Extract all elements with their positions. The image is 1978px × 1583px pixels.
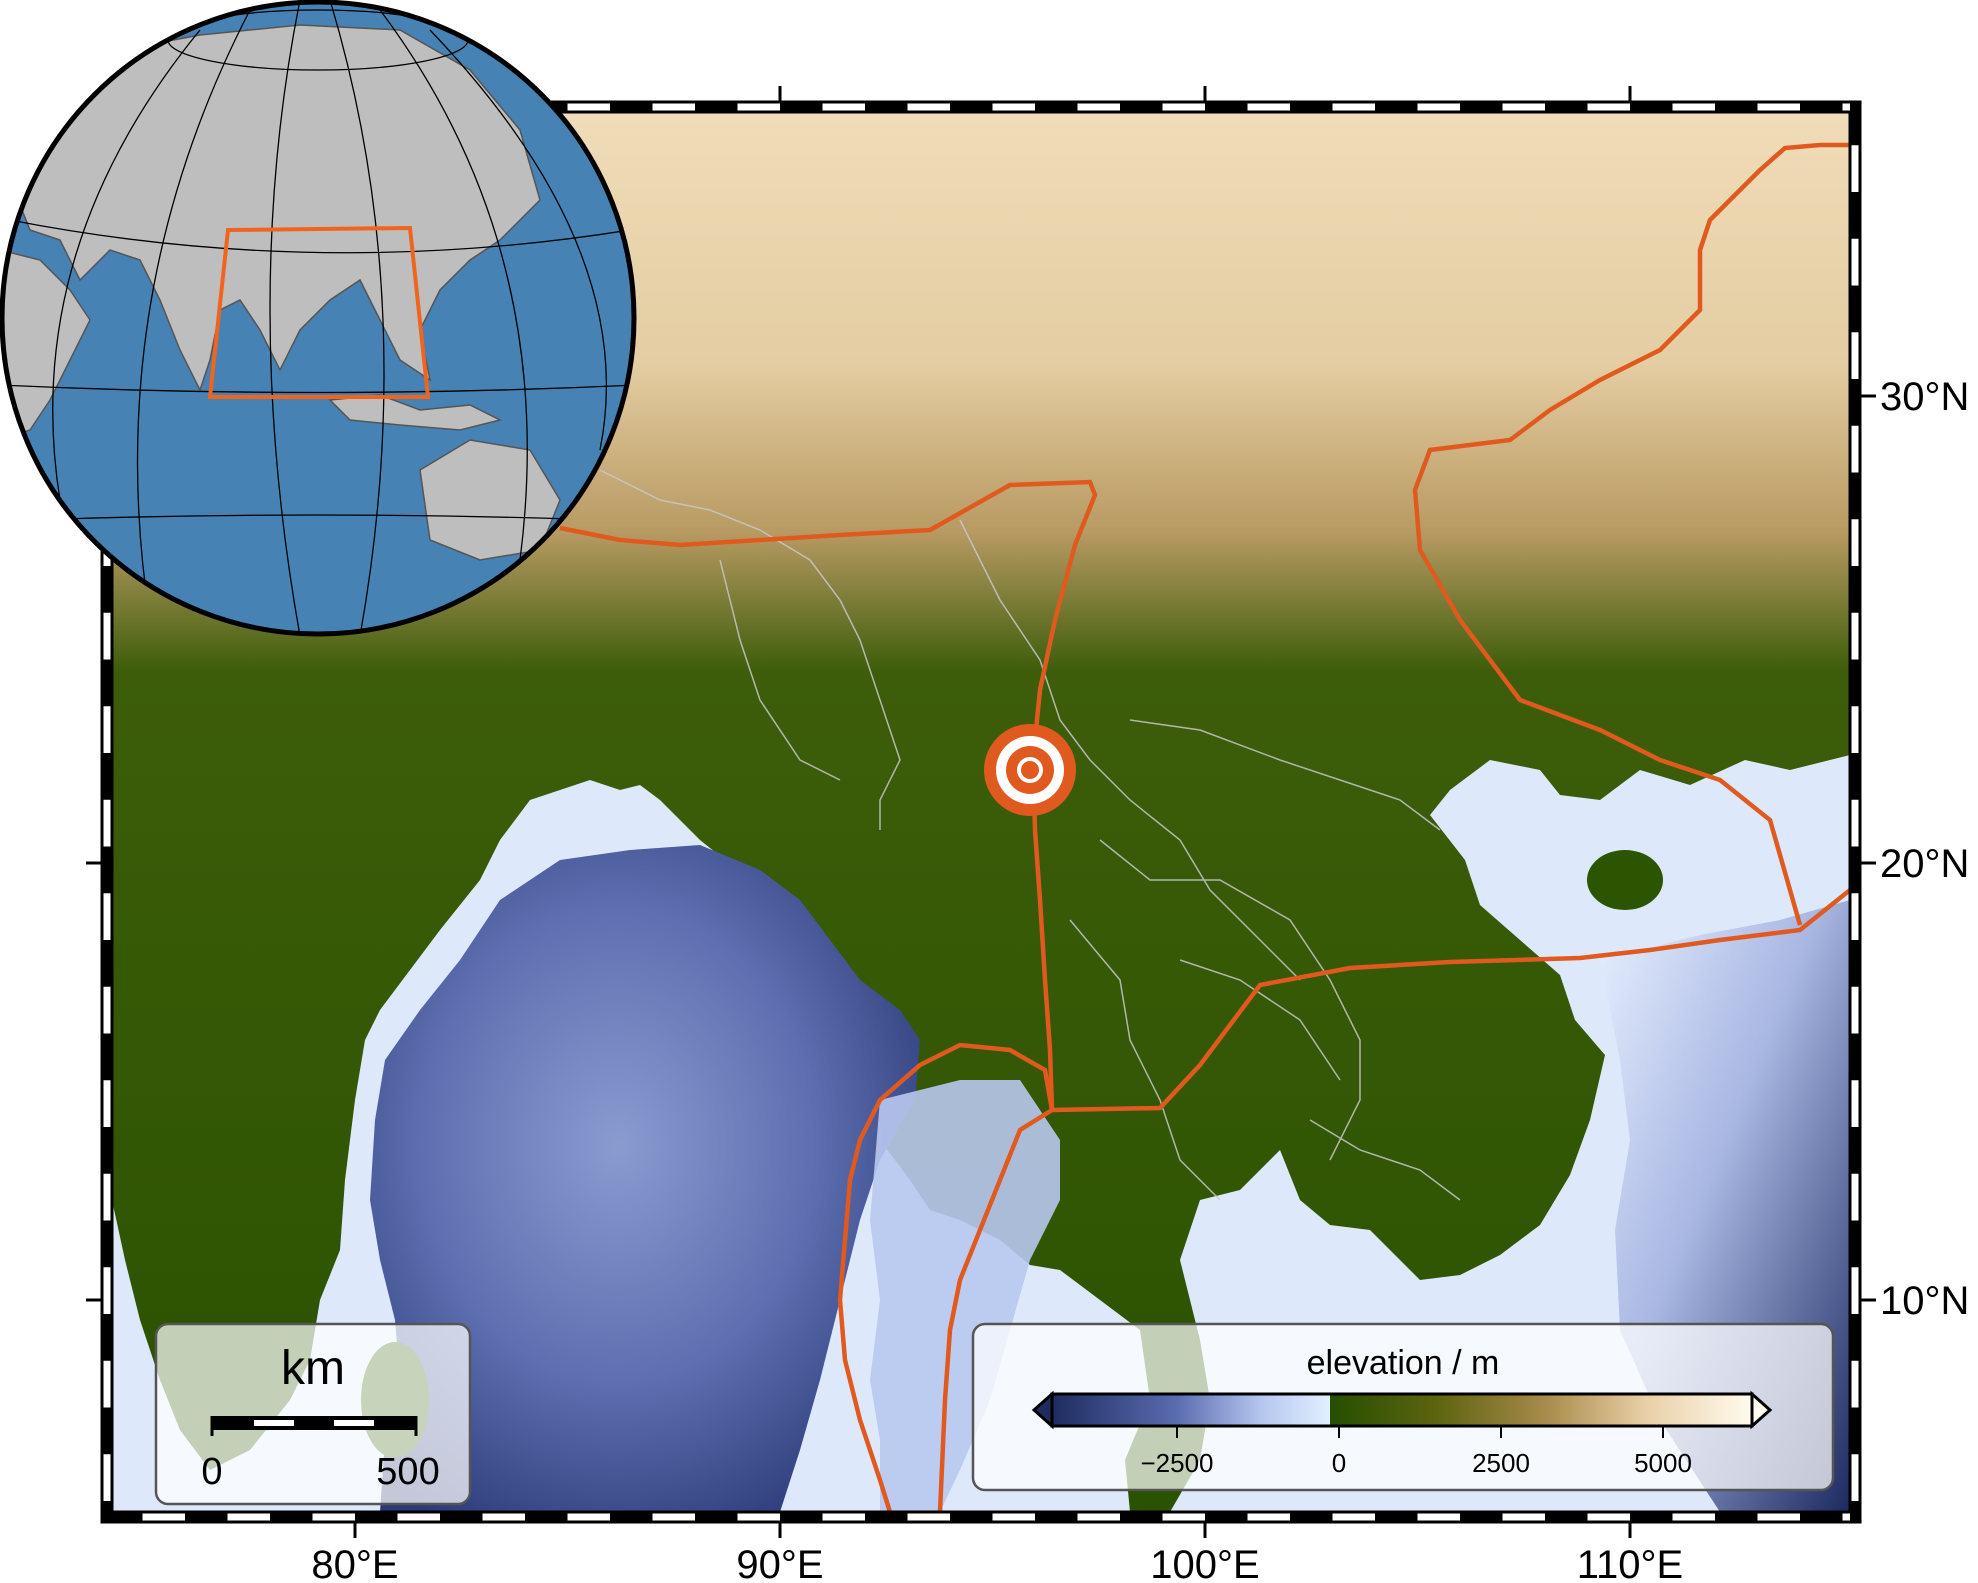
frame-segment: [1850, 1407, 1860, 1455]
lon-label-110: 110°E: [1577, 1543, 1683, 1583]
globe-land-asia: [9, 24, 541, 392]
frame-segment: [1850, 1501, 1860, 1522]
frame-segment: [1850, 753, 1860, 800]
frame-segment: [102, 659, 112, 707]
frame-segment: [1800, 102, 1843, 112]
lat-label-10: 10°N: [1880, 1279, 1969, 1323]
frame-segment: [1850, 379, 1860, 426]
frame-segment: [780, 1512, 823, 1522]
country-borders: [599, 469, 1461, 1201]
frame-segment: [1850, 940, 1860, 987]
frame-segment: [185, 1512, 228, 1522]
frame-segment: [1715, 102, 1758, 112]
colorbar-tick-5000: 5000: [1634, 1448, 1692, 1478]
frame-segment: [102, 1314, 112, 1361]
colorbar-title: elevation / m: [1307, 1344, 1500, 1382]
lon-label-80: 80°E: [311, 1543, 398, 1583]
frame-segment: [610, 1512, 653, 1522]
frame-segment: [1850, 846, 1860, 894]
longitude-axis: 80°E 90°E 100°E 110°E: [311, 86, 1683, 1583]
frame-segment: [525, 1512, 568, 1522]
lat-label-20: 20°N: [1880, 842, 1969, 886]
frame-segment: [1850, 566, 1860, 613]
frame-segment: [865, 102, 908, 112]
frame-segment: [102, 846, 112, 894]
scale-bar-unit: km: [281, 1342, 345, 1395]
frame-segment: [1850, 102, 1860, 146]
colorbar-tick-0: 0: [1332, 1448, 1346, 1478]
lon-label-100: 100°E: [1150, 1543, 1259, 1583]
frame-segment: [102, 1512, 143, 1522]
frame-segment: [1850, 1220, 1860, 1268]
colorbar-max-arrow: [1750, 1390, 1773, 1430]
frame-segment: [1850, 659, 1860, 707]
frame-segment: [102, 1501, 112, 1522]
scale-bar: [210, 1416, 418, 1436]
frame-segment: [1850, 1033, 1860, 1081]
frame-segment: [1120, 102, 1163, 112]
frame-segment: [1460, 102, 1503, 112]
colorbar-legend: elevation / m −2500 0 2500 5000: [971, 1322, 1835, 1492]
inset-globe: [0, 0, 637, 637]
plate-boundaries: [559, 142, 1850, 1512]
lat-label-30: 30°N: [1880, 375, 1969, 419]
scale-bar-start: 0: [201, 1451, 222, 1493]
frame-segment: [1545, 1512, 1588, 1522]
frame-segment: [865, 1512, 908, 1522]
frame-segment: [102, 1127, 112, 1174]
frame-segment: [1035, 1512, 1078, 1522]
frame-segment: [780, 102, 823, 112]
colorbar-tick-2500: 2500: [1472, 1448, 1530, 1478]
frame-segment: [102, 566, 112, 613]
frame-segment: [102, 753, 112, 800]
frame-segment: [355, 1512, 398, 1522]
frame-segment: [1205, 1512, 1248, 1522]
frame-segment: [950, 1512, 993, 1522]
frame-segment: [1375, 102, 1418, 112]
hainan-island: [1587, 850, 1663, 910]
frame-segment: [1850, 285, 1860, 333]
frame-segment: [1850, 1127, 1860, 1174]
globe-land-australia: [419, 439, 561, 561]
frame-segment: [102, 1220, 112, 1268]
globe-region-box: [207, 225, 431, 399]
frame-segment: [1460, 1512, 1503, 1522]
frame-segment: [1850, 1314, 1860, 1361]
frame-segment: [1375, 1512, 1418, 1522]
frame-segment: [1800, 1512, 1843, 1522]
frame-segment: [695, 102, 738, 112]
frame-segment: [1290, 102, 1333, 112]
map-area[interactable]: [112, 112, 1850, 1512]
frame-segment: [270, 1512, 313, 1522]
lon-label-90: 90°E: [736, 1543, 823, 1583]
frame-segment: [1290, 1512, 1333, 1522]
frame-segment: [1120, 1512, 1163, 1522]
colorbar: [1050, 1392, 1754, 1428]
target-epicenter-icon[interactable]: [984, 724, 1076, 816]
frame-segment: [1630, 102, 1673, 112]
latitude-axis: 30°N 20°N 10°N: [86, 375, 1969, 1323]
frame-segment: [1630, 1512, 1673, 1522]
frame-segment: [102, 1407, 112, 1455]
frame-segment: [1715, 1512, 1758, 1522]
frame-segment: [950, 102, 993, 112]
frame-segment: [1850, 192, 1860, 239]
andaman-sea: [870, 1080, 1060, 1512]
frame-segment: [1205, 102, 1248, 112]
frame-segment: [1850, 472, 1860, 520]
frame-segment: [1545, 102, 1588, 112]
frame-segment: [440, 1512, 483, 1522]
colorbar-tick-minus2500: −2500: [1140, 1448, 1213, 1478]
frame-segment: [610, 102, 653, 112]
frame-segment: [102, 1033, 112, 1081]
globe-land-indonesia: [328, 394, 503, 431]
scale-bar-legend: km 0 500: [154, 1322, 472, 1506]
frame-segment: [695, 1512, 738, 1522]
bay-of-bengal: [370, 845, 920, 1512]
frame-segment: [102, 940, 112, 987]
frame-segment: [1035, 102, 1078, 112]
scale-bar-end: 500: [376, 1451, 439, 1493]
